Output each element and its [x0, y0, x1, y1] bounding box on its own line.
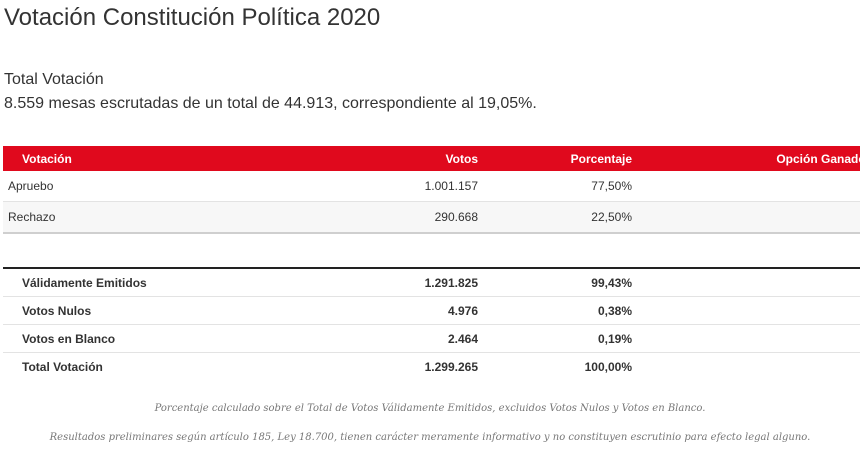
row-option: Apruebo	[3, 171, 222, 202]
header-winner: Opción Ganadora	[632, 146, 860, 171]
table-row: Apruebo 1.001.157 77,50%	[3, 171, 860, 202]
row-winner	[632, 202, 860, 234]
totals-table: Válidamente Emitidos 1.291.825 99,43% Vo…	[3, 267, 860, 380]
totals-percent: 100,00%	[478, 353, 632, 381]
table-row: Rechazo 290.668 22,50%	[3, 202, 860, 234]
totals-percent: 0,38%	[478, 297, 632, 325]
page-title: Votación Constitución Política 2020	[4, 4, 380, 32]
totals-percent: 99,43%	[478, 268, 632, 297]
row-winner	[632, 171, 860, 202]
row-percent: 22,50%	[478, 202, 632, 234]
totals-label: Válidamente Emitidos	[3, 268, 222, 297]
totals-votes: 2.464	[222, 325, 478, 353]
percentage-note: Porcentaje calculado sobre el Total de V…	[0, 403, 860, 414]
totals-empty-cell	[632, 353, 860, 381]
header-option: Votación	[3, 146, 222, 171]
header-percent: Porcentaje	[478, 146, 632, 171]
totals-empty-cell	[632, 297, 860, 325]
totals-label: Votos en Blanco	[3, 325, 222, 353]
totals-row: Votos Nulos 4.976 0,38%	[3, 297, 860, 325]
totals-empty-cell	[632, 268, 860, 297]
totals-votes: 4.976	[222, 297, 478, 325]
totals-label: Votos Nulos	[3, 297, 222, 325]
totals-empty-cell	[632, 325, 860, 353]
totals-votes: 1.291.825	[222, 268, 478, 297]
totals-votes: 1.299.265	[222, 353, 478, 381]
results-header-row: Votación Votos Porcentaje Opción Ganador…	[3, 146, 860, 171]
totals-label: Total Votación	[3, 353, 222, 381]
legal-disclaimer: Resultados preliminares según artículo 1…	[0, 432, 860, 443]
totals-row: Votos en Blanco 2.464 0,19%	[3, 325, 860, 353]
row-option: Rechazo	[3, 202, 222, 234]
results-table: Votación Votos Porcentaje Opción Ganador…	[3, 146, 860, 234]
totals-row: Válidamente Emitidos 1.291.825 99,43%	[3, 268, 860, 297]
section-subtitle: Total Votación	[4, 71, 104, 89]
row-percent: 77,50%	[478, 171, 632, 202]
tally-summary: 8.559 mesas escrutadas de un total de 44…	[4, 95, 537, 113]
header-votes: Votos	[222, 146, 478, 171]
totals-percent: 0,19%	[478, 325, 632, 353]
row-votes: 290.668	[222, 202, 478, 234]
row-votes: 1.001.157	[222, 171, 478, 202]
totals-row: Total Votación 1.299.265 100,00%	[3, 353, 860, 381]
